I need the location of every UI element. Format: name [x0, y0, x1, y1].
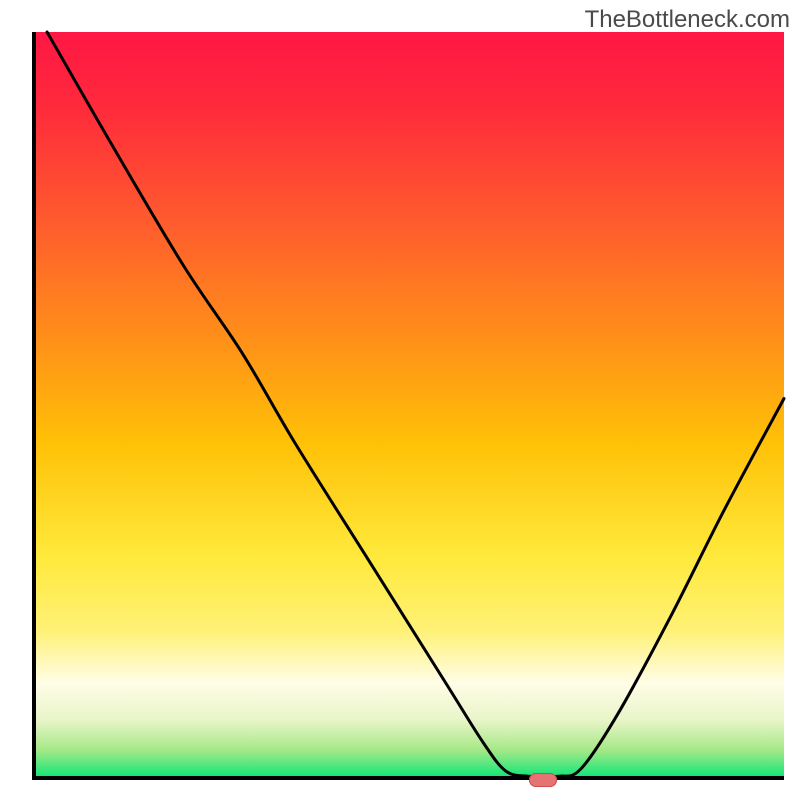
curve-svg — [32, 32, 784, 780]
bottleneck-curve — [47, 32, 784, 777]
watermark-text: TheBottleneck.com — [585, 6, 790, 34]
chart-container: TheBottleneck.com — [0, 0, 800, 800]
y-axis — [32, 32, 36, 780]
x-axis — [32, 776, 784, 780]
plot-area — [32, 32, 784, 780]
minimum-marker — [529, 773, 557, 787]
